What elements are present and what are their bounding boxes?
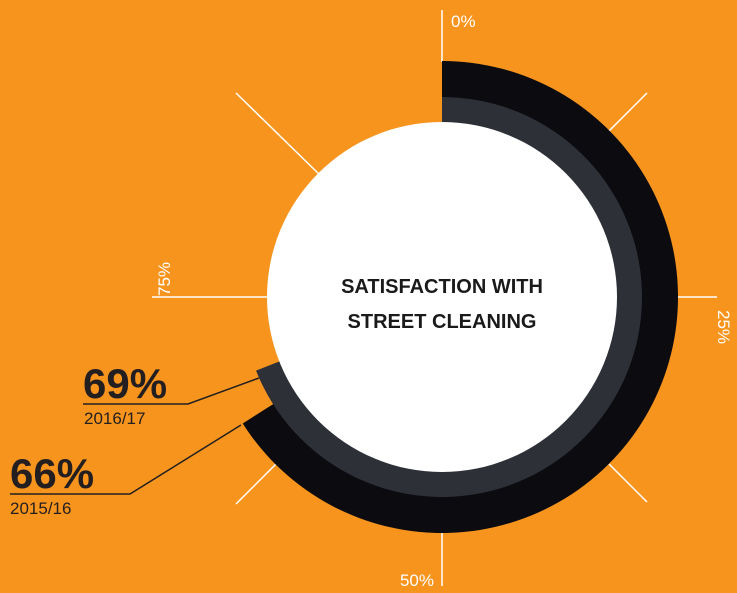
- leader-line-2016-17: [83, 377, 260, 405]
- center-title-line-2: STREET CLEANING: [348, 311, 537, 333]
- tick-label-0: 0%: [451, 12, 476, 31]
- value-label-2016-17: 69%: [83, 360, 167, 407]
- value-label-2015-16: 66%: [10, 450, 94, 497]
- year-label-2016-17: 2016/17: [84, 409, 145, 428]
- guide-line-315: [235, 92, 324, 179]
- tick-label-50: 50%: [400, 571, 434, 590]
- leader-line-2015-16: [10, 424, 242, 495]
- tick-label-75: 75%: [155, 262, 174, 296]
- guide-line-45: [608, 92, 648, 132]
- guide-lines: [152, 10, 717, 586]
- center-circle: [267, 122, 617, 472]
- guide-line-135: [608, 463, 648, 503]
- year-label-2015-16: 2015/16: [10, 499, 71, 518]
- center-title-line-1: SATISFACTION WITH: [341, 276, 543, 298]
- tick-label-25: 25%: [714, 310, 733, 344]
- guide-line-225: [235, 463, 277, 505]
